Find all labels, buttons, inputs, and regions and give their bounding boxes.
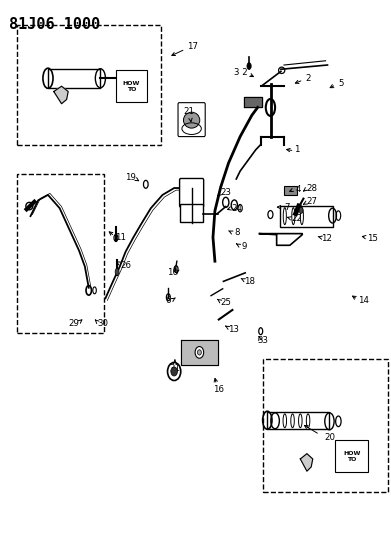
FancyBboxPatch shape (267, 413, 330, 429)
Text: HOW
TO: HOW TO (343, 451, 360, 462)
Polygon shape (300, 454, 313, 471)
Text: 15: 15 (367, 234, 378, 243)
Ellipse shape (197, 350, 201, 355)
Polygon shape (244, 97, 262, 108)
FancyBboxPatch shape (284, 186, 297, 196)
Text: 21: 21 (184, 107, 195, 116)
Text: 22: 22 (291, 214, 302, 223)
Text: 18: 18 (244, 277, 255, 286)
Text: 33: 33 (258, 336, 269, 345)
Ellipse shape (115, 268, 119, 275)
Text: 20: 20 (324, 433, 335, 442)
Polygon shape (181, 340, 218, 365)
Text: 14: 14 (358, 296, 369, 305)
FancyBboxPatch shape (280, 206, 332, 227)
Ellipse shape (195, 346, 204, 358)
Text: 2: 2 (305, 74, 311, 83)
Text: 24: 24 (231, 204, 242, 213)
FancyBboxPatch shape (178, 103, 205, 136)
Text: 26: 26 (120, 261, 131, 270)
Ellipse shape (183, 112, 200, 128)
Text: 27: 27 (307, 197, 317, 206)
FancyBboxPatch shape (335, 440, 368, 472)
Text: 31: 31 (169, 364, 180, 373)
Text: 12: 12 (321, 234, 332, 243)
Text: 6: 6 (165, 296, 171, 305)
Ellipse shape (247, 63, 251, 69)
Text: 17: 17 (187, 43, 198, 52)
Text: HOW
TO: HOW TO (123, 81, 140, 92)
Text: 29: 29 (68, 319, 79, 328)
Text: 1: 1 (294, 146, 299, 155)
Text: 81J06 1000: 81J06 1000 (9, 17, 100, 33)
FancyBboxPatch shape (180, 205, 203, 222)
Text: 11: 11 (115, 233, 126, 242)
Text: 23: 23 (220, 188, 231, 197)
Polygon shape (54, 86, 68, 104)
Ellipse shape (171, 367, 178, 376)
Text: 10: 10 (167, 268, 178, 277)
Text: 5: 5 (339, 79, 344, 88)
Text: 28: 28 (307, 183, 317, 192)
Text: 8: 8 (234, 228, 239, 237)
FancyBboxPatch shape (48, 69, 100, 88)
Text: 4: 4 (296, 185, 301, 194)
Text: 16: 16 (213, 385, 224, 394)
Ellipse shape (299, 207, 303, 214)
Text: 30: 30 (98, 319, 109, 328)
Text: 13: 13 (228, 325, 239, 334)
Text: 7: 7 (284, 203, 290, 212)
Text: 25: 25 (220, 298, 231, 307)
FancyBboxPatch shape (179, 179, 204, 207)
Text: 19: 19 (125, 173, 136, 182)
Text: 9: 9 (242, 242, 247, 251)
Text: 3 2: 3 2 (235, 68, 248, 77)
FancyBboxPatch shape (116, 70, 147, 102)
